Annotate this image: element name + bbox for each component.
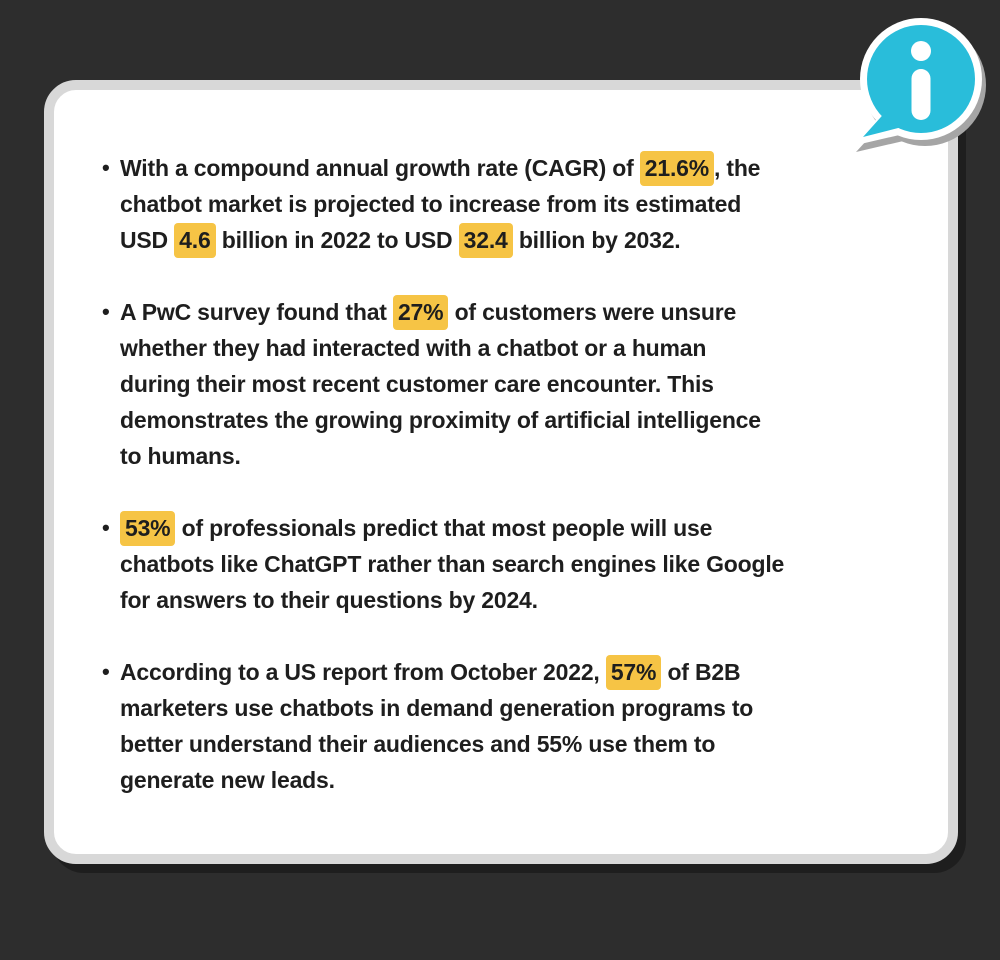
text-segment: of professionals predict that most peopl… <box>175 515 713 541</box>
text-segment: to humans. <box>120 443 241 469</box>
text-segment: of B2B <box>661 659 741 685</box>
bullet-item: • According to a US report from October 2… <box>96 654 918 798</box>
bullet-line: better understand their audiences and 55… <box>120 726 918 762</box>
bullet-text: 53% of professionals predict that most p… <box>120 510 918 618</box>
bullet-line: generate new leads. <box>120 762 918 798</box>
text-segment: , the <box>713 155 761 181</box>
bullet-line: USD 4.6 billion in 2022 to USD 32.4 bill… <box>120 222 918 258</box>
text-segment: chatbots like ChatGPT rather than search… <box>120 551 785 577</box>
bullet-text: With a compound annual growth rate (CAGR… <box>120 150 918 258</box>
info-letter <box>911 41 931 120</box>
bullet-item: • 53% of professionals predict that most … <box>96 510 918 618</box>
info-card: • With a compound annual growth rate (CAG… <box>44 80 958 864</box>
bullet-line: With a compound annual growth rate (CAGR… <box>120 150 918 186</box>
bullet-marker: • <box>102 155 110 180</box>
bullet-line: demonstrates the growing proximity of ar… <box>120 402 918 438</box>
bullet-line: for answers to their questions by 2024. <box>120 582 918 618</box>
bullet-marker: • <box>102 299 110 324</box>
text-segment: billion by 2032. <box>512 227 681 253</box>
text-segment: marketers use chatbots in demand generat… <box>120 695 754 721</box>
bullet-marker: • <box>102 515 110 540</box>
bullet-item: • A PwC survey found that 27% of customer… <box>96 294 918 474</box>
text-segment: According to a US report from October 20… <box>120 659 606 685</box>
highlighted-stat: 53% <box>120 511 176 546</box>
bullet-line: to humans. <box>120 438 918 474</box>
text-segment: demonstrates the growing proximity of ar… <box>120 407 761 433</box>
text-segment: A PwC survey found that <box>120 299 393 325</box>
bullet-text: A PwC survey found that 27% of customers… <box>120 294 918 474</box>
text-segment: better understand their audiences and 55… <box>120 731 716 757</box>
bullet-list: • With a compound annual growth rate (CAG… <box>96 150 918 798</box>
bullet-text: According to a US report from October 20… <box>120 654 918 798</box>
bullet-line: chatbot market is projected to increase … <box>120 186 918 222</box>
info-icon <box>852 18 982 146</box>
bullet-marker: • <box>102 659 110 684</box>
highlighted-stat: 21.6% <box>639 151 714 186</box>
bullet-line: marketers use chatbots in demand generat… <box>120 690 918 726</box>
highlighted-stat: 32.4 <box>458 223 513 258</box>
text-segment: chatbot market is projected to increase … <box>120 191 742 217</box>
text-segment: during their most recent customer care e… <box>120 371 714 397</box>
bullet-line: during their most recent customer care e… <box>120 366 918 402</box>
bullet-line: According to a US report from October 20… <box>120 654 918 690</box>
bullet-line: whether they had interacted with a chatb… <box>120 330 918 366</box>
bullet-line: A PwC survey found that 27% of customers… <box>120 294 918 330</box>
bullet-line: chatbots like ChatGPT rather than search… <box>120 546 918 582</box>
bullet-item: • With a compound annual growth rate (CAG… <box>96 150 918 258</box>
text-segment: USD <box>120 227 175 253</box>
highlighted-stat: 57% <box>605 655 662 690</box>
highlighted-stat: 27% <box>392 295 449 330</box>
text-segment: generate new leads. <box>120 767 335 793</box>
text-segment: whether they had interacted with a chatb… <box>120 335 707 361</box>
highlighted-stat: 4.6 <box>174 223 216 258</box>
text-segment: for answers to their questions by 2024. <box>120 587 538 613</box>
bullet-line: 53% of professionals predict that most p… <box>120 510 918 546</box>
text-segment: With a compound annual growth rate (CAGR… <box>120 155 640 181</box>
text-segment: of customers were unsure <box>448 299 737 325</box>
text-segment: billion in 2022 to USD <box>215 227 459 253</box>
